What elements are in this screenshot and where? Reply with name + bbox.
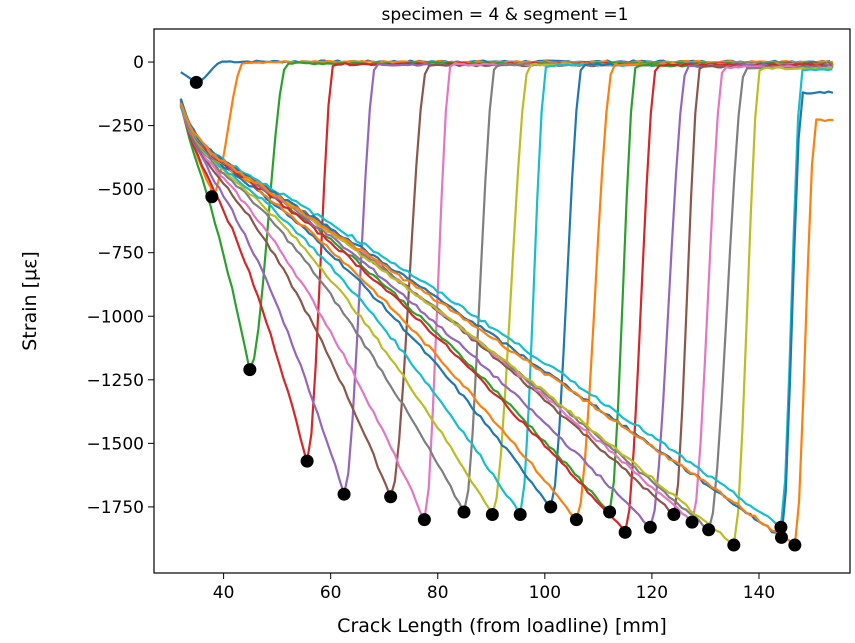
- min-strain-point: [603, 505, 617, 519]
- series-line: [179, 66, 833, 547]
- series-layer: [179, 59, 834, 547]
- x-tick-label: 40: [213, 583, 235, 603]
- min-strain-point: [569, 513, 583, 527]
- series-line: [179, 62, 834, 516]
- x-axis: 40 60 80 100 120 140: [213, 573, 775, 603]
- min-strain-point: [618, 525, 632, 539]
- min-strain-point: [788, 538, 802, 552]
- min-strain-point: [513, 508, 527, 522]
- series-line: [179, 62, 832, 534]
- y-axis: 0 −250 −500 −750 −1000 −1250 −1500 −1750: [86, 53, 154, 518]
- series-line: [179, 62, 834, 508]
- series-line: [179, 62, 833, 499]
- y-tick-label: −1000: [86, 307, 144, 327]
- min-strain-point: [774, 530, 788, 544]
- series-line: [179, 62, 833, 514]
- x-axis-label: Crack Length (from loadline) [mm]: [337, 615, 667, 637]
- series-line: [179, 62, 834, 521]
- x-tick-label: 100: [529, 583, 561, 603]
- min-strain-point: [544, 500, 558, 514]
- plot-frame: [153, 28, 851, 574]
- min-strain-point: [384, 490, 398, 504]
- x-tick-label: 140: [743, 583, 775, 603]
- y-tick-label: −1250: [86, 371, 144, 391]
- series-line: [179, 65, 834, 531]
- chart-title: specimen = 4 & segment =1: [382, 5, 629, 25]
- marker-layer: [189, 75, 802, 552]
- series-line: [179, 65, 834, 524]
- min-strain-point: [685, 515, 699, 529]
- min-strain-point: [300, 454, 314, 468]
- min-strain-point: [457, 505, 471, 519]
- y-axis-label: Strain [με]: [19, 251, 41, 351]
- series-line: [179, 63, 831, 529]
- series-line: [179, 68, 833, 529]
- x-tick-label: 60: [320, 583, 342, 603]
- min-strain-point: [205, 190, 219, 204]
- series-line: [179, 102, 834, 547]
- min-strain-point: [727, 538, 741, 552]
- y-tick-label: −250: [97, 117, 144, 137]
- min-strain-point: [243, 363, 257, 377]
- series-line: [179, 62, 833, 496]
- y-tick-label: −1500: [86, 434, 144, 454]
- x-tick-label: 120: [636, 583, 668, 603]
- y-tick-label: 0: [133, 53, 144, 73]
- min-strain-point: [667, 508, 681, 522]
- x-tick-label: 80: [427, 583, 449, 603]
- min-strain-point: [702, 523, 716, 537]
- series-line: [179, 62, 832, 521]
- series-line: [179, 63, 833, 514]
- y-tick-label: −750: [97, 244, 144, 264]
- y-tick-label: −1750: [86, 498, 144, 518]
- min-strain-point: [417, 513, 431, 527]
- min-strain-point: [189, 75, 203, 89]
- min-strain-point: [643, 520, 657, 534]
- y-tick-label: −500: [97, 180, 144, 200]
- min-strain-point: [774, 520, 788, 534]
- min-strain-point: [337, 487, 351, 501]
- series-line: [179, 59, 833, 198]
- min-strain-point: [485, 508, 499, 522]
